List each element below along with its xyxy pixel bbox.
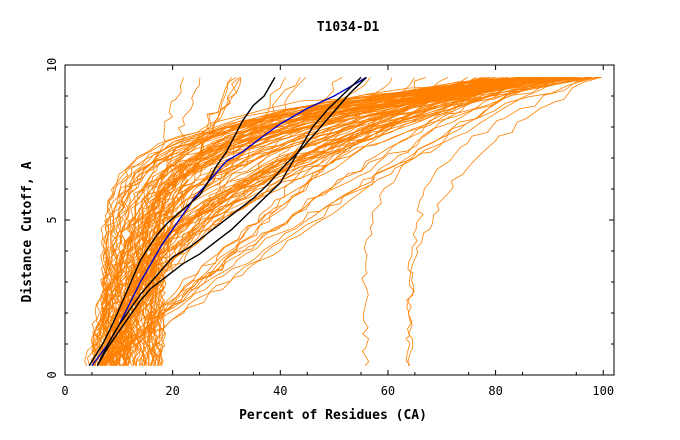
model-line xyxy=(146,77,542,366)
x-tick-label: 40 xyxy=(273,384,287,398)
model-line xyxy=(99,77,551,366)
model-line xyxy=(122,77,591,366)
highlighted-model-lines xyxy=(88,76,367,367)
black-model-2-line xyxy=(96,76,367,367)
model-line xyxy=(111,77,591,366)
model-line xyxy=(156,77,568,366)
x-tick-label: 60 xyxy=(381,384,395,398)
model-line xyxy=(107,77,524,366)
model-line xyxy=(100,77,548,366)
model-line xyxy=(148,77,602,366)
background-model-lines xyxy=(84,77,602,367)
model-line xyxy=(105,77,545,366)
x-tick-label: 80 xyxy=(488,384,502,398)
model-line xyxy=(406,77,601,366)
model-line xyxy=(405,77,601,366)
model-line xyxy=(361,77,596,366)
y-tick-label: 10 xyxy=(45,58,59,72)
model-line xyxy=(112,77,520,366)
model-line xyxy=(102,77,564,366)
blue-model-line xyxy=(91,76,367,367)
x-tick-label: 100 xyxy=(592,384,614,398)
model-line xyxy=(100,77,574,366)
model-line xyxy=(100,77,201,366)
model-line xyxy=(98,77,415,367)
model-line xyxy=(130,77,554,366)
model-line xyxy=(132,77,569,366)
model-line xyxy=(139,77,559,366)
model-line xyxy=(102,77,543,366)
y-axis-label: Distance Cutoff, A xyxy=(20,161,35,302)
x-axis-label: Percent of Residues (CA) xyxy=(239,408,427,423)
y-tick-label: 0 xyxy=(45,371,59,378)
model-line xyxy=(98,77,579,366)
model-line xyxy=(138,77,582,366)
model-line xyxy=(151,77,524,366)
model-line xyxy=(152,77,550,366)
model-line xyxy=(115,77,532,366)
axis-ticks: 0 20 40 60 80 100 0 5 10 xyxy=(45,58,614,398)
black-model-1-line xyxy=(88,77,276,367)
model-line xyxy=(142,77,552,366)
model-line xyxy=(149,77,576,366)
chart-title: T1034-D1 xyxy=(317,20,380,35)
model-line xyxy=(131,77,539,366)
model-line xyxy=(100,77,529,366)
model-line xyxy=(100,77,536,366)
x-tick-label: 20 xyxy=(165,384,179,398)
model-line xyxy=(99,77,491,366)
model-line xyxy=(145,77,588,366)
black-model-3-line xyxy=(96,76,362,367)
x-tick-label: 0 xyxy=(61,384,68,398)
model-line xyxy=(135,77,518,366)
y-tick-label: 5 xyxy=(45,216,59,223)
